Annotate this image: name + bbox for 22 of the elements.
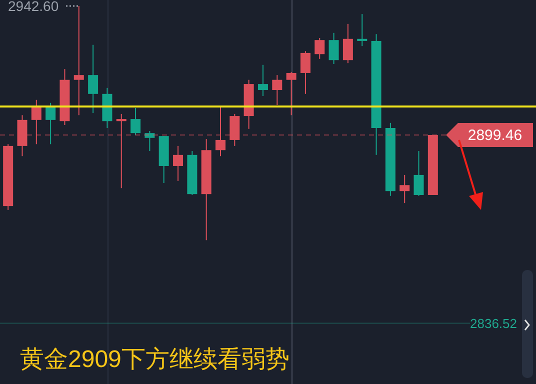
candlestick (258, 64, 268, 96)
candlestick (342, 23, 353, 64)
candlestick (272, 74, 282, 106)
candlestick (116, 113, 126, 189)
candlestick (88, 44, 98, 114)
candlestick (400, 174, 410, 204)
candlestick (130, 107, 141, 136)
candlestick (74, 5, 84, 116)
candlestick (286, 72, 296, 116)
candlestick (144, 130, 155, 152)
candlestick (230, 113, 240, 146)
ref-line-label: 2942.60 (8, 0, 59, 14)
text: 黄金2909下方继续看弱势 (20, 346, 290, 373)
candlestick (216, 105, 226, 157)
candlestick (357, 14, 368, 47)
ref-line-label: 2899.46 (468, 127, 522, 144)
candlestick (328, 32, 339, 64)
candlestick (414, 150, 424, 196)
ref-line-label: 2836.52 (470, 316, 517, 332)
candlestick (314, 37, 325, 60)
candlestick (173, 145, 184, 182)
candlestick (300, 50, 310, 94)
